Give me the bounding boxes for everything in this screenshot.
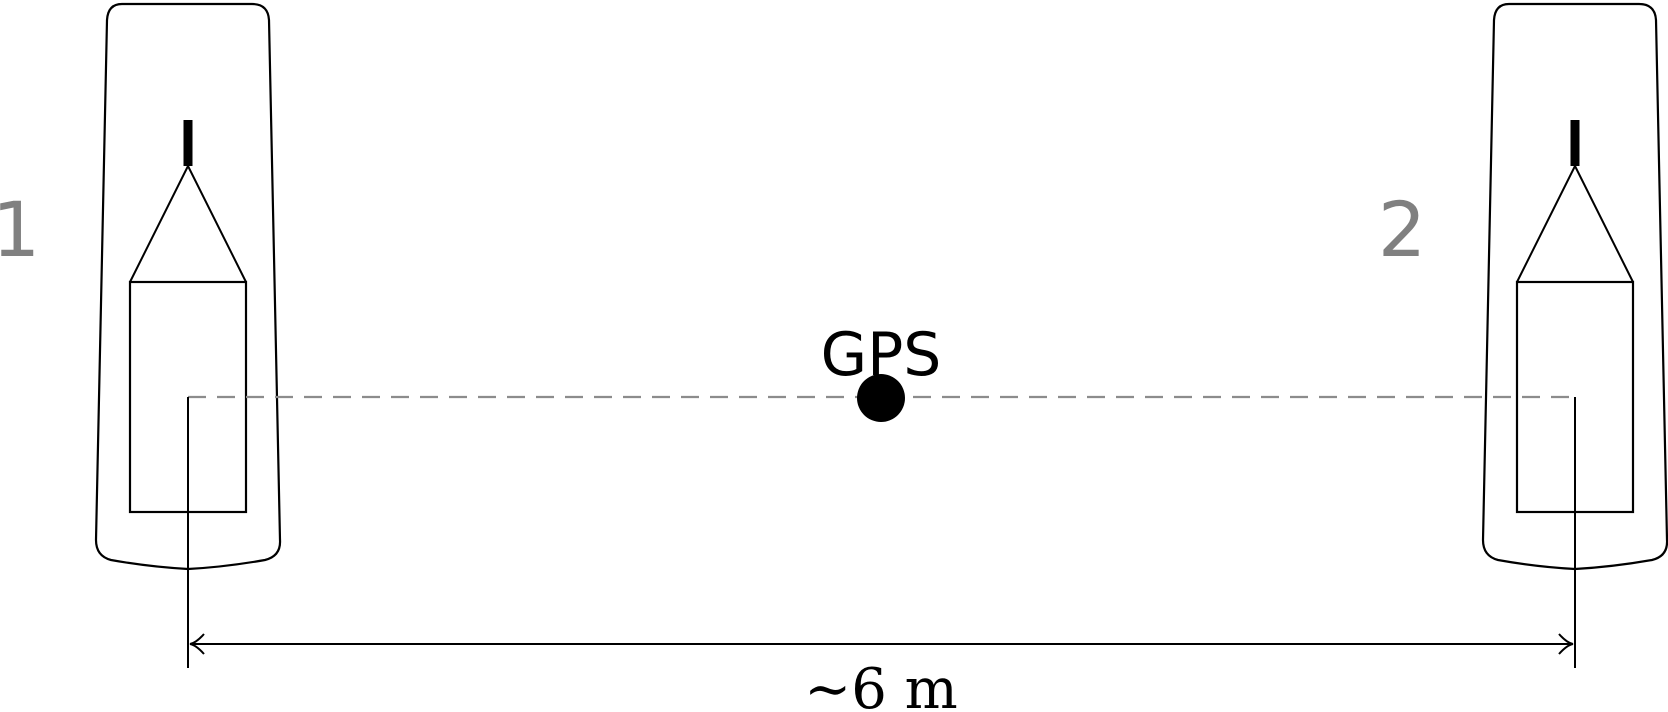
- boat-2: 2: [1378, 2, 1668, 571]
- gps-receiver: GPS: [821, 320, 942, 422]
- boat-1: 1: [0, 2, 282, 571]
- distance-dimension: ∼6 m: [187, 397, 1576, 712]
- right-arrowhead: [1558, 633, 1574, 655]
- boat-1-bow: [129, 163, 247, 283]
- gps-dot: [857, 374, 905, 422]
- boat-2-bow: [1516, 163, 1634, 283]
- boat-1-label: 1: [0, 185, 40, 274]
- gps-label: GPS: [821, 320, 942, 390]
- left-arrowhead: [189, 633, 205, 655]
- distance-label: ∼6 m: [804, 657, 957, 712]
- boat-2-label: 2: [1378, 185, 1426, 274]
